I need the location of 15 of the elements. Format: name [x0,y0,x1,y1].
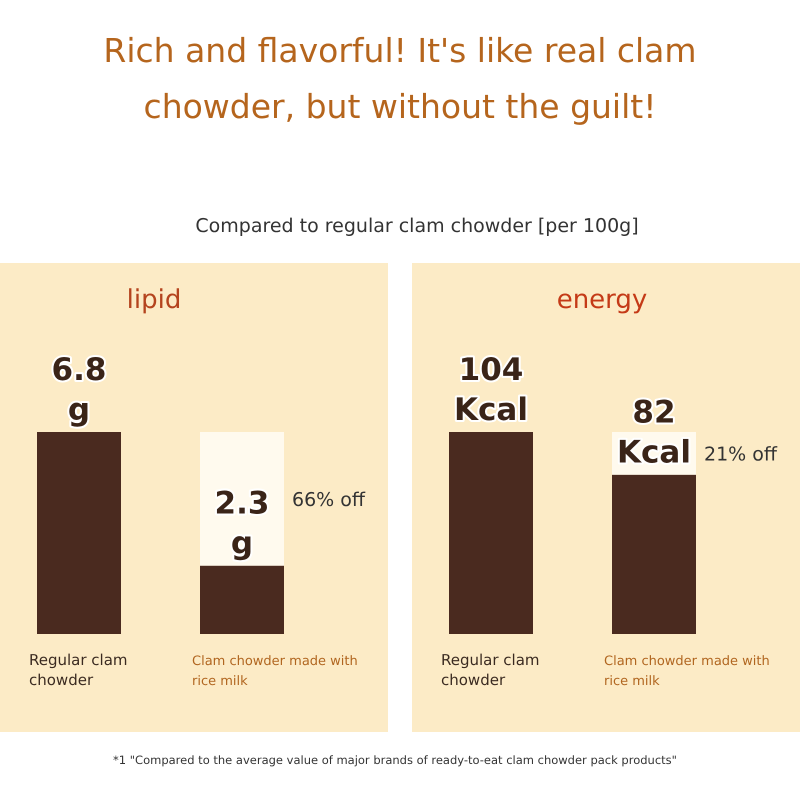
text: *1 "Compared to the average value of major brands of ready-to-eat clam chowder pack products" [113,753,677,767]
annotation: 66% off [292,488,366,511]
text: Compared to regular clam chowder [per 100g] [195,215,639,237]
x-tick-label: Regular clam chowder [441,651,540,689]
x-tick-label: Regular clam chowder [29,651,128,689]
x-tick-label: Clam chowder made with rice milk [192,654,358,689]
text: Rich and flavorful! It's like real clam chowder, but without the guilt! [103,31,697,126]
chart-title: lipid [126,285,182,315]
chart-title: energy [556,285,648,315]
data-label: 82 Kcal [617,394,691,471]
data-label: 104 Kcal [454,352,528,428]
data-label: 6.8 g [52,352,106,428]
x-tick-label: Clam chowder made with rice milk [604,654,770,689]
data-label: 2.3 g [214,486,270,562]
annotation: 21% off [704,443,778,466]
